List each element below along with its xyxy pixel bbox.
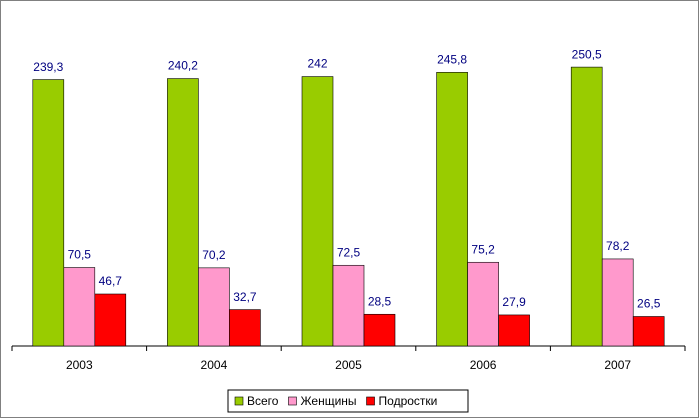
value-label: 245,8 [437,53,467,67]
legend-label: Женщины [300,394,356,408]
bar [94,293,127,347]
bar [632,316,665,347]
legend-swatch [288,396,297,406]
bar [301,76,334,347]
value-label: 32,7 [233,290,257,304]
bar [32,79,65,347]
legend-box [227,389,469,413]
bar [363,313,396,347]
bar [498,314,530,347]
x-tick-label: 2006 [470,358,497,372]
legend-label: Всего [247,394,279,408]
bar [601,258,634,347]
x-tick-label: 2003 [66,358,93,372]
value-label: 28,5 [368,294,392,308]
x-tick-label: 2004 [201,358,228,372]
bar [63,267,96,347]
bar [332,264,365,347]
value-label: 75,2 [471,242,495,256]
legend-swatch [366,396,375,406]
bar [229,309,261,347]
bar [198,267,230,347]
legend-label: Подростки [379,394,438,408]
value-label: 239,3 [33,60,63,74]
value-label: 250,5 [572,47,602,61]
bar [570,66,603,347]
value-label: 240,2 [168,59,198,73]
value-label: 242 [307,57,327,71]
value-label: 46,7 [99,274,123,288]
x-tick-label: 2005 [335,358,362,372]
x-tick-label: 2007 [604,358,631,372]
bar [167,78,199,347]
value-label: 72,5 [337,245,361,259]
value-label: 70,2 [202,248,226,262]
value-label: 78,2 [606,239,630,253]
legend-swatch [234,396,244,406]
value-label: 26,5 [637,297,661,311]
value-label: 27,9 [502,295,526,309]
bar [467,261,499,347]
bar [436,72,468,347]
value-label: 70,5 [68,248,92,262]
